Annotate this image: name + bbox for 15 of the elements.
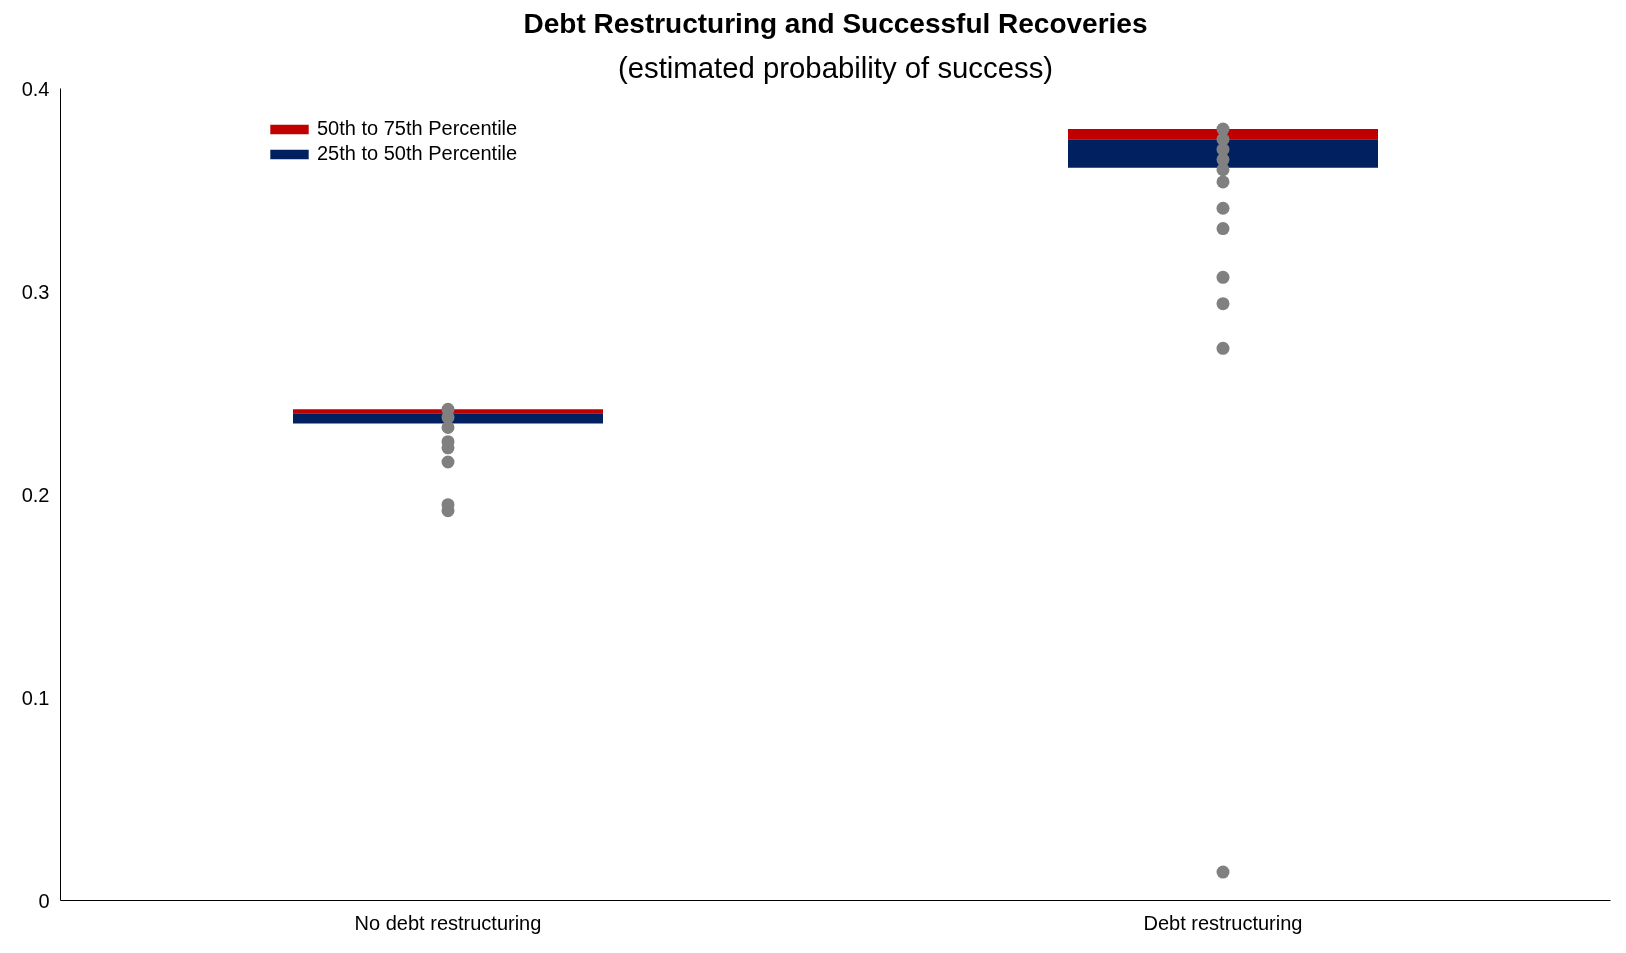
y-tick-label: 0.3	[21, 280, 50, 303]
chart-subtitle: (estimated probability of success)	[617, 50, 1054, 84]
bar	[1068, 139, 1378, 168]
bar	[1068, 129, 1378, 140]
y-tick-label: 0.2	[21, 483, 50, 506]
legend-label: 50th to 75th Percentile	[317, 117, 518, 140]
y-tick-label: 0.4	[21, 77, 50, 100]
x-tick-label: No debt restructuring	[354, 911, 542, 934]
chart-title: Debt Restructuring and Successful Recoveries	[523, 7, 1148, 39]
bar	[293, 409, 603, 414]
y-tick-label: 0	[38, 889, 50, 912]
y-tick-label: 0.1	[21, 686, 50, 709]
legend-label: 25th to 50th Percentile	[317, 142, 518, 165]
bar	[293, 413, 603, 424]
x-tick-label: Debt restructuring	[1143, 911, 1303, 934]
